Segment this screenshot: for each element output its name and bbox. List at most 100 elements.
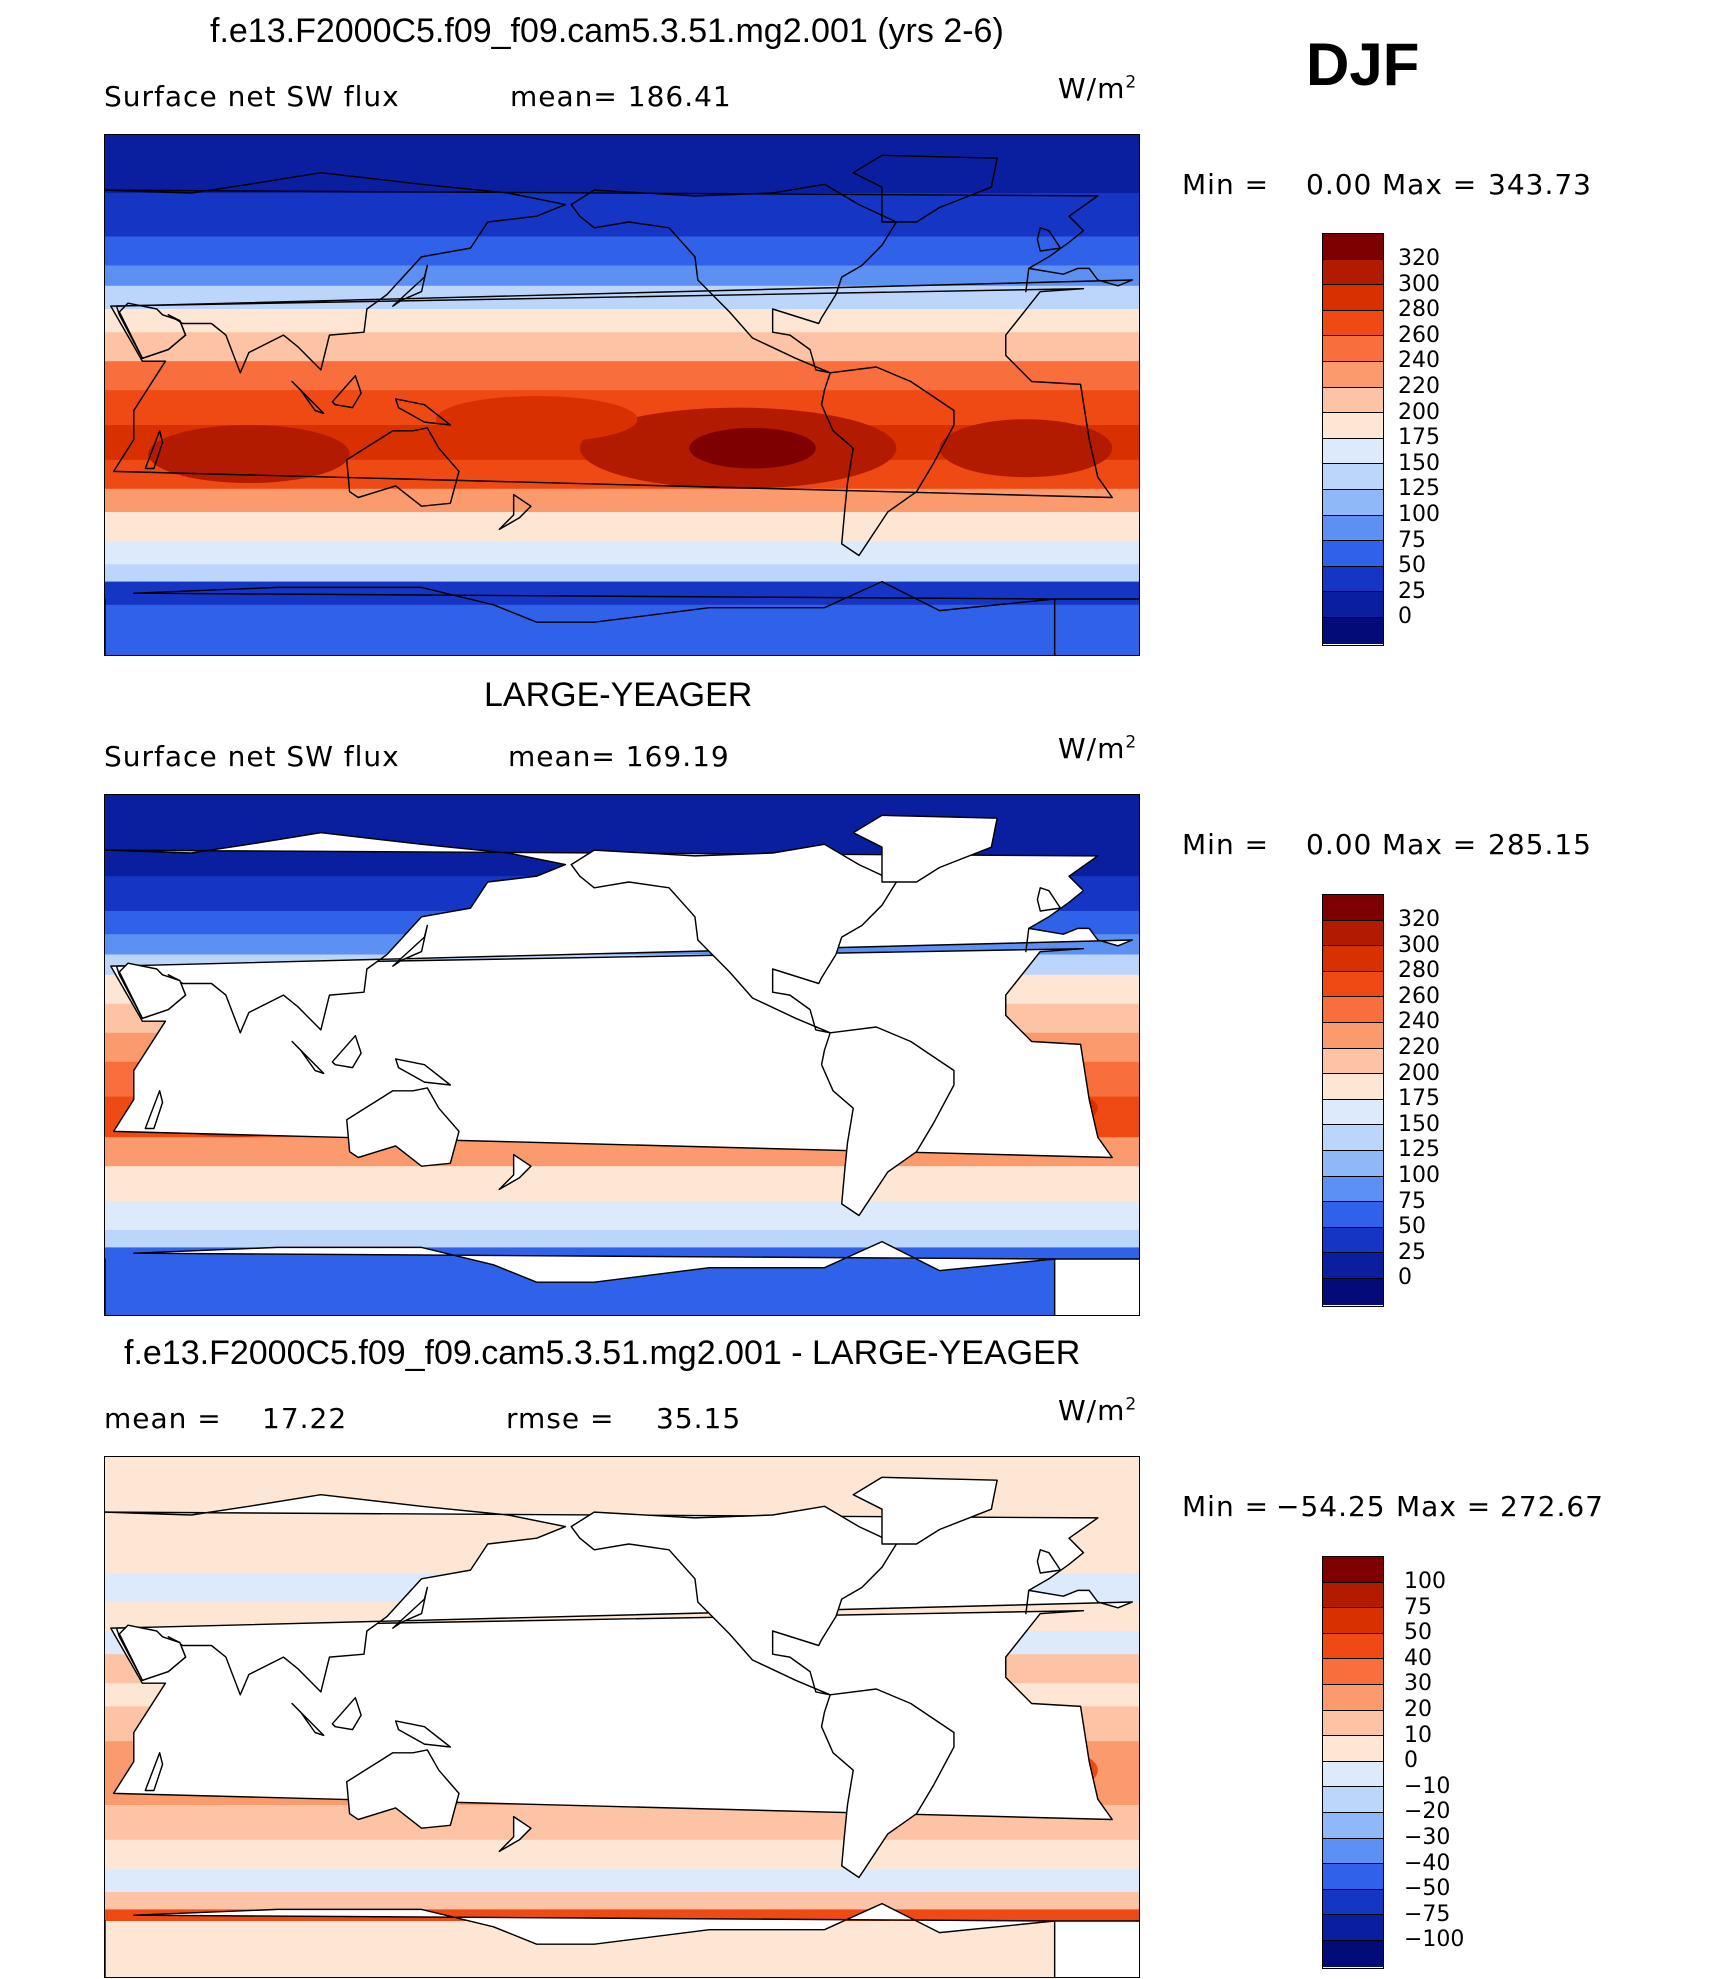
colorbar-swatch [1323, 1227, 1383, 1254]
coastline [331, 1034, 362, 1069]
colorbar-swatch [1323, 1202, 1383, 1228]
colorbar-tick-label: 150 [1398, 450, 1440, 476]
colorbar-swatch [1323, 1150, 1383, 1177]
coastline [110, 287, 1113, 499]
field-band [105, 309, 1139, 334]
colorbar-swatch [1323, 1659, 1383, 1685]
colorbar-swatch [1323, 1812, 1383, 1839]
colorbar-panel-3 [1322, 1556, 1384, 1969]
colorbar-swatch [1323, 1838, 1383, 1865]
coastline [394, 1058, 452, 1086]
panel-1-max-value: 343.73 [1488, 168, 1592, 201]
colorbar-swatch [1323, 1940, 1383, 1967]
field-maximum [939, 419, 1113, 478]
colorbar-panel-2 [1322, 894, 1384, 1307]
colorbar-tick-label: 220 [1398, 374, 1440, 399]
colorbar-swatch [1323, 1736, 1383, 1762]
colorbar-swatch [1323, 920, 1383, 947]
colorbar-tick-label: −50 [1404, 1876, 1451, 1902]
panel-2-title: LARGE-YEAGER [484, 676, 753, 714]
coastline [570, 1505, 898, 1696]
colorbar-tick-label: 50 [1398, 553, 1426, 579]
colorbar-tick-label: 240 [1398, 348, 1440, 374]
coastline [291, 1702, 325, 1737]
colorbar-tick-label: 10 [1404, 1722, 1432, 1748]
coastline [820, 1688, 955, 1879]
colorbar-swatch [1323, 515, 1383, 542]
panel-2-min-label: Min = [1182, 828, 1270, 861]
field-band [105, 236, 1139, 267]
colorbar-swatch [1323, 1099, 1383, 1126]
field-band [105, 604, 1139, 655]
colorbar-tick-label: 100 [1398, 1163, 1440, 1188]
panel-3-rmse-value: 35.15 [656, 1402, 742, 1435]
field-band [105, 1166, 1139, 1203]
field-band [105, 193, 1139, 238]
colorbar-tick-label: 30 [1404, 1671, 1432, 1697]
field-band [105, 361, 1139, 392]
colorbar-tick-label: 320 [1398, 907, 1440, 932]
colorbar-tick-label: 25 [1398, 578, 1426, 604]
coastline [392, 264, 429, 307]
colorbar-swatch [1323, 1125, 1383, 1151]
field-band [105, 512, 1139, 543]
colorbar-swatch [1323, 1761, 1383, 1788]
coastline [498, 493, 532, 531]
coastline [133, 1902, 1139, 1977]
coastline [852, 814, 998, 883]
panel-2-max-value: 285.15 [1488, 828, 1592, 861]
season-label: DJF [1306, 31, 1420, 98]
coastline [852, 154, 998, 223]
coastline [346, 1749, 460, 1829]
colorbar-swatch [1323, 566, 1383, 593]
colorbar-tick-label: 50 [1398, 1214, 1426, 1240]
colorbar-tick-label: 260 [1398, 983, 1440, 1009]
coastline [570, 843, 898, 1034]
coastline [133, 1240, 1139, 1315]
field-band [105, 541, 1139, 566]
colorbar-tick-label: 300 [1398, 271, 1440, 297]
coastline [105, 171, 1134, 374]
map-panel-1 [104, 134, 1140, 656]
colorbar-tick-label: 50 [1404, 1620, 1432, 1646]
colorbar-tick-label: 75 [1398, 527, 1426, 553]
colorbar-tick-label: 0 [1398, 604, 1412, 630]
coastline [394, 398, 452, 426]
panel-3-mean-value: 17.22 [262, 1402, 348, 1435]
field-maximum [689, 427, 816, 469]
colorbar-swatch [1323, 285, 1383, 311]
colorbar-tick-label: 0 [1398, 1265, 1412, 1291]
coastline [852, 1476, 998, 1545]
colorbar-swatch [1323, 1787, 1383, 1813]
colorbar-swatch [1323, 592, 1383, 618]
colorbar-swatch [1323, 259, 1383, 286]
coastline [1036, 1549, 1062, 1574]
coastline [392, 1586, 429, 1629]
field-band [105, 1230, 1139, 1249]
colorbar-tick-label: −75 [1404, 1901, 1451, 1927]
panel-3-max-value: 272.67 [1500, 1490, 1604, 1523]
coastline [144, 430, 164, 470]
colorbar-swatch [1323, 336, 1383, 362]
panel-3-title: f.e13.F2000C5.f09_f09.cam5.3.51.mg2.001 … [124, 1334, 1081, 1372]
colorbar-tick-label: 260 [1398, 322, 1440, 348]
colorbar-swatch [1323, 1278, 1383, 1305]
colorbar-swatch [1323, 1557, 1383, 1583]
coastline [118, 302, 187, 360]
colorbar-tick-label: 100 [1404, 1569, 1446, 1594]
colorbar-swatch [1323, 1915, 1383, 1941]
colorbar-tick-label: 20 [1404, 1697, 1432, 1722]
coastline [144, 1090, 164, 1130]
colorbar-swatch [1323, 1022, 1383, 1049]
panel-2-units: W/m2 [1058, 732, 1138, 765]
panel-3-units: W/m2 [1058, 1394, 1138, 1427]
map-panel-3 [104, 1456, 1140, 1978]
colorbar-tick-label: 320 [1398, 246, 1440, 271]
colorbar-swatch [1323, 895, 1383, 921]
colorbar-swatch [1323, 1074, 1383, 1100]
colorbar-swatch [1323, 489, 1383, 516]
colorbar-tick-label: −30 [1404, 1825, 1451, 1850]
field-band [105, 488, 1139, 514]
colorbar-tick-label: 280 [1398, 958, 1440, 984]
panel-2-min-value: 0.00 [1306, 828, 1373, 861]
